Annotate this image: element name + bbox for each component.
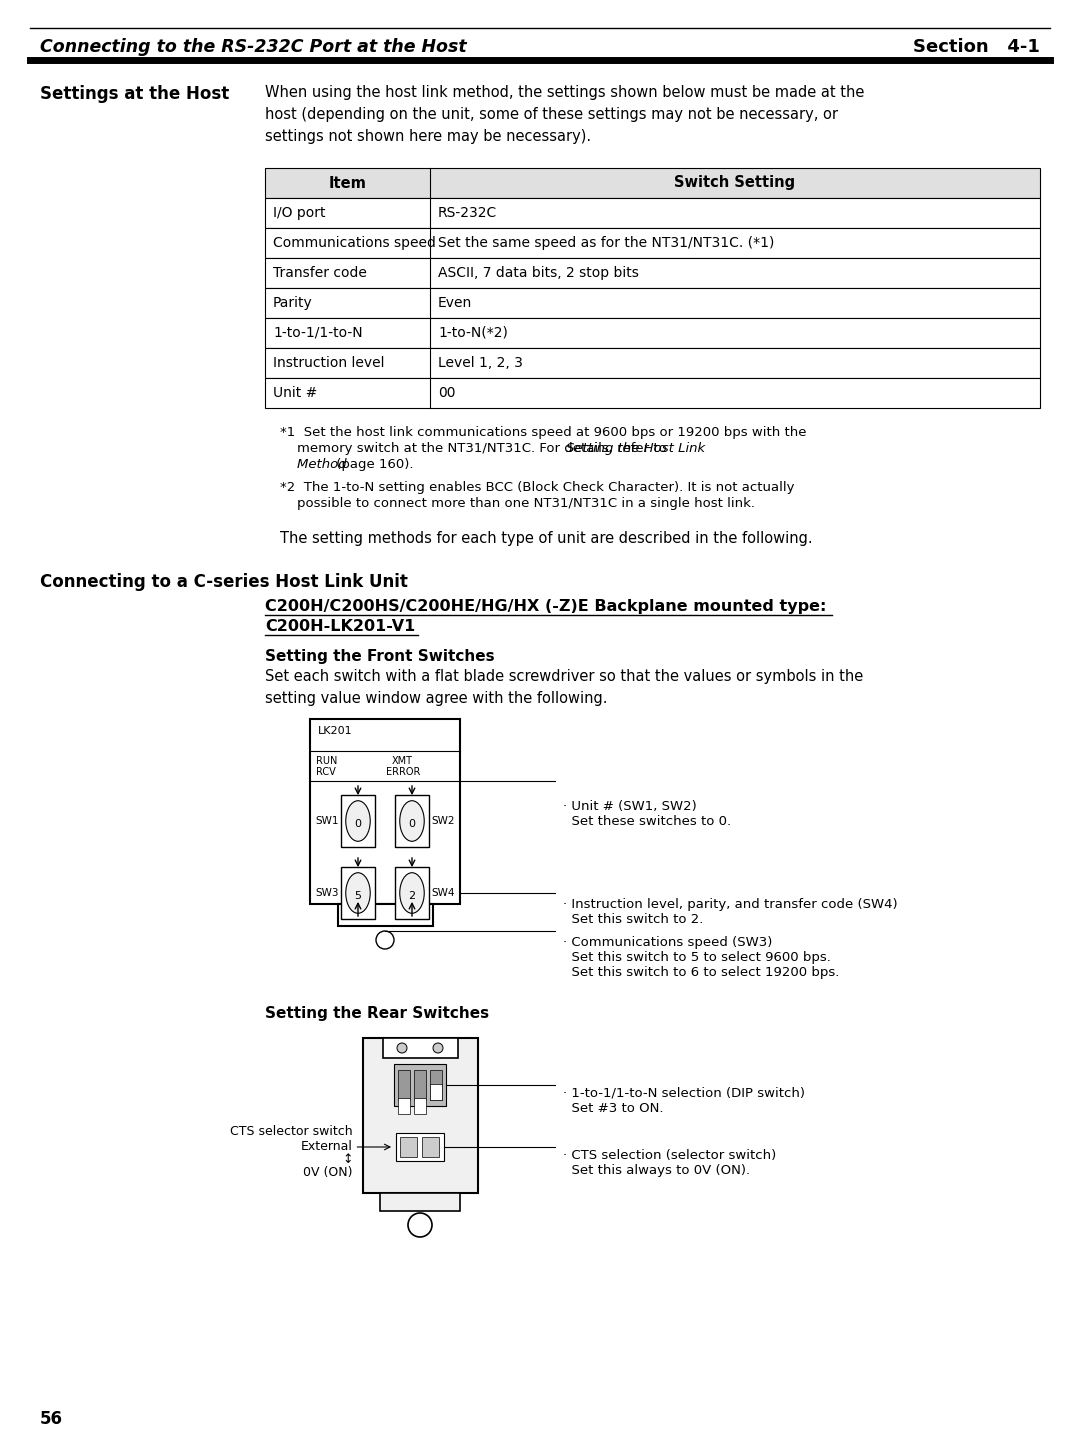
Text: · Instruction level, parity, and transfer code (SW4): · Instruction level, parity, and transfe… bbox=[563, 898, 897, 911]
Text: Set the same speed as for the NT31/NT31C. (*1): Set the same speed as for the NT31/NT31C… bbox=[438, 235, 774, 250]
Circle shape bbox=[397, 1043, 407, 1053]
Text: SW4: SW4 bbox=[431, 888, 455, 898]
Text: Section   4-1: Section 4-1 bbox=[913, 37, 1040, 56]
Text: Set #3 to ON.: Set #3 to ON. bbox=[563, 1102, 663, 1115]
Text: Settings at the Host: Settings at the Host bbox=[40, 85, 229, 103]
Bar bbox=[382, 1038, 458, 1058]
Bar bbox=[430, 1083, 442, 1101]
Text: 00: 00 bbox=[438, 386, 456, 400]
Text: 5: 5 bbox=[354, 891, 362, 901]
Bar bbox=[380, 1192, 460, 1211]
Text: Parity: Parity bbox=[273, 296, 313, 310]
Text: 1-to-N(*2): 1-to-N(*2) bbox=[438, 326, 508, 340]
Text: ↕: ↕ bbox=[342, 1152, 352, 1167]
Ellipse shape bbox=[400, 872, 424, 913]
Text: Switch Setting: Switch Setting bbox=[674, 175, 796, 191]
Bar bbox=[414, 1071, 426, 1101]
Text: SW1: SW1 bbox=[315, 817, 339, 827]
Bar bbox=[414, 1098, 426, 1114]
Circle shape bbox=[433, 1043, 443, 1053]
Bar bbox=[341, 795, 375, 847]
Bar bbox=[265, 168, 1040, 198]
Bar bbox=[422, 1137, 438, 1157]
Text: 0V (ON): 0V (ON) bbox=[303, 1167, 352, 1180]
Text: Transfer code: Transfer code bbox=[273, 265, 367, 280]
Ellipse shape bbox=[346, 801, 370, 841]
Text: Set this switch to 5 to select 9600 bps.: Set this switch to 5 to select 9600 bps. bbox=[563, 951, 831, 964]
Text: · Communications speed (SW3): · Communications speed (SW3) bbox=[563, 936, 772, 949]
Text: Method: Method bbox=[280, 458, 347, 471]
Bar bbox=[399, 1071, 410, 1101]
Text: SW3: SW3 bbox=[315, 888, 339, 898]
Text: *2  The 1-to-N setting enables BCC (Block Check Character). It is not actually: *2 The 1-to-N setting enables BCC (Block… bbox=[280, 481, 795, 494]
Text: The setting methods for each type of unit are described in the following.: The setting methods for each type of uni… bbox=[280, 531, 812, 545]
Bar bbox=[399, 1098, 410, 1114]
Text: · Unit # (SW1, SW2): · Unit # (SW1, SW2) bbox=[563, 799, 697, 814]
Text: External: External bbox=[300, 1139, 352, 1152]
Text: CTS selector switch: CTS selector switch bbox=[230, 1125, 352, 1138]
Text: · CTS selection (selector switch): · CTS selection (selector switch) bbox=[563, 1149, 777, 1162]
Text: possible to connect more than one NT31/NT31C in a single host link.: possible to connect more than one NT31/N… bbox=[280, 497, 755, 509]
Text: 0: 0 bbox=[354, 819, 362, 829]
Text: · 1-to-1/1-to-N selection (DIP switch): · 1-to-1/1-to-N selection (DIP switch) bbox=[563, 1086, 805, 1101]
Text: Set each switch with a flat blade screwdriver so that the values or symbols in t: Set each switch with a flat blade screwd… bbox=[265, 669, 863, 706]
Bar bbox=[395, 867, 429, 918]
Text: RCV: RCV bbox=[316, 766, 336, 776]
Text: ERROR: ERROR bbox=[386, 766, 420, 776]
Bar bbox=[265, 228, 1040, 258]
Text: Setting the Rear Switches: Setting the Rear Switches bbox=[265, 1006, 489, 1020]
Text: Set this always to 0V (ON).: Set this always to 0V (ON). bbox=[563, 1164, 751, 1177]
Bar bbox=[265, 198, 1040, 228]
Text: Level 1, 2, 3: Level 1, 2, 3 bbox=[438, 356, 523, 370]
Text: Communications speed: Communications speed bbox=[273, 235, 436, 250]
Text: 56: 56 bbox=[40, 1411, 63, 1428]
Text: XMT: XMT bbox=[392, 756, 413, 766]
Text: *1  Set the host link communications speed at 9600 bps or 19200 bps with the: *1 Set the host link communications spee… bbox=[280, 426, 807, 439]
Text: 0: 0 bbox=[408, 819, 416, 829]
Text: C200H/C200HS/C200HE/HG/HX (-Z)E Backplane mounted type:: C200H/C200HS/C200HE/HG/HX (-Z)E Backplan… bbox=[265, 598, 826, 614]
Bar bbox=[310, 719, 460, 904]
Text: RS-232C: RS-232C bbox=[438, 207, 497, 220]
Bar bbox=[430, 1071, 442, 1101]
Bar bbox=[337, 904, 432, 926]
Bar bbox=[396, 1134, 444, 1161]
Text: 1-to-1/1-to-N: 1-to-1/1-to-N bbox=[273, 326, 363, 340]
Text: Even: Even bbox=[438, 296, 472, 310]
Text: RUN: RUN bbox=[316, 756, 337, 766]
Text: Set this switch to 6 to select 19200 bps.: Set this switch to 6 to select 19200 bps… bbox=[563, 966, 839, 979]
Text: Setting the Host Link: Setting the Host Link bbox=[566, 442, 705, 455]
Text: Setting the Front Switches: Setting the Front Switches bbox=[265, 649, 495, 664]
Text: I/O port: I/O port bbox=[273, 207, 325, 220]
Bar bbox=[265, 319, 1040, 349]
Text: When using the host link method, the settings shown below must be made at the
ho: When using the host link method, the set… bbox=[265, 85, 864, 145]
Ellipse shape bbox=[400, 801, 424, 841]
Text: C200H-LK201-V1: C200H-LK201-V1 bbox=[265, 618, 415, 634]
Text: ASCII, 7 data bits, 2 stop bits: ASCII, 7 data bits, 2 stop bits bbox=[438, 265, 639, 280]
Bar bbox=[265, 377, 1040, 408]
Bar bbox=[341, 867, 375, 918]
Text: Set this switch to 2.: Set this switch to 2. bbox=[563, 913, 703, 926]
Text: SW2: SW2 bbox=[431, 817, 455, 827]
Text: Set these switches to 0.: Set these switches to 0. bbox=[563, 815, 731, 828]
Text: Connecting to the RS-232C Port at the Host: Connecting to the RS-232C Port at the Ho… bbox=[40, 37, 467, 56]
Text: (page 160).: (page 160). bbox=[332, 458, 414, 471]
Bar bbox=[265, 349, 1040, 377]
Text: Item: Item bbox=[328, 175, 366, 191]
Text: 2: 2 bbox=[408, 891, 416, 901]
Bar bbox=[394, 1063, 446, 1106]
Text: LK201: LK201 bbox=[318, 726, 353, 736]
Bar bbox=[265, 258, 1040, 288]
Bar bbox=[265, 288, 1040, 319]
Text: Connecting to a C-series Host Link Unit: Connecting to a C-series Host Link Unit bbox=[40, 573, 408, 591]
Bar bbox=[363, 1038, 477, 1192]
Bar bbox=[400, 1137, 417, 1157]
Bar bbox=[395, 795, 429, 847]
Text: memory switch at the NT31/NT31C. For details, refer to: memory switch at the NT31/NT31C. For det… bbox=[280, 442, 671, 455]
Text: Unit #: Unit # bbox=[273, 386, 318, 400]
Ellipse shape bbox=[346, 872, 370, 913]
Text: Instruction level: Instruction level bbox=[273, 356, 384, 370]
